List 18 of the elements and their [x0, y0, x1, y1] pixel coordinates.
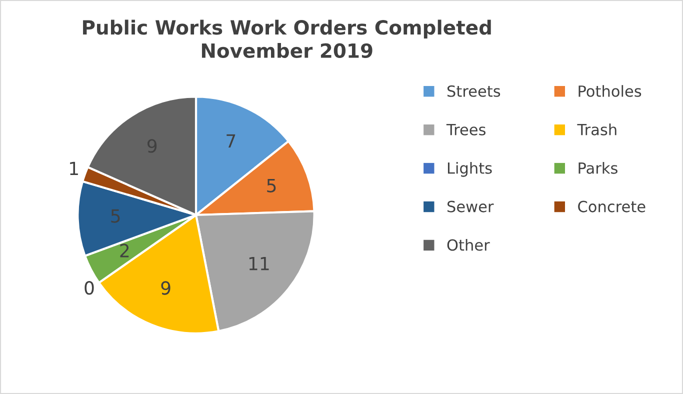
legend-label: Streets — [447, 85, 500, 97]
legend-label: Lights — [448, 162, 492, 177]
data-label: 1 — [70, 162, 78, 176]
legend-label: Trash — [577, 124, 616, 136]
legend-label: Other — [447, 238, 490, 251]
legend-label: Parks — [578, 162, 618, 174]
legend-label: Potholes — [578, 85, 642, 97]
data-label: 7 — [226, 134, 236, 148]
legend-label: Concrete — [578, 200, 646, 212]
chart-title: Public Works Work Orders Completed November 2019 — [83, 20, 491, 58]
legend-label: Trees — [446, 124, 486, 136]
data-label: 9 — [161, 281, 170, 295]
data-label: 2 — [120, 244, 129, 258]
data-label: 5 — [111, 209, 120, 223]
data-label: 11 — [249, 256, 269, 270]
text: 0 — [84, 281, 94, 295]
legend-label: Sewer — [447, 200, 494, 212]
data-label: 5 — [267, 179, 276, 192]
